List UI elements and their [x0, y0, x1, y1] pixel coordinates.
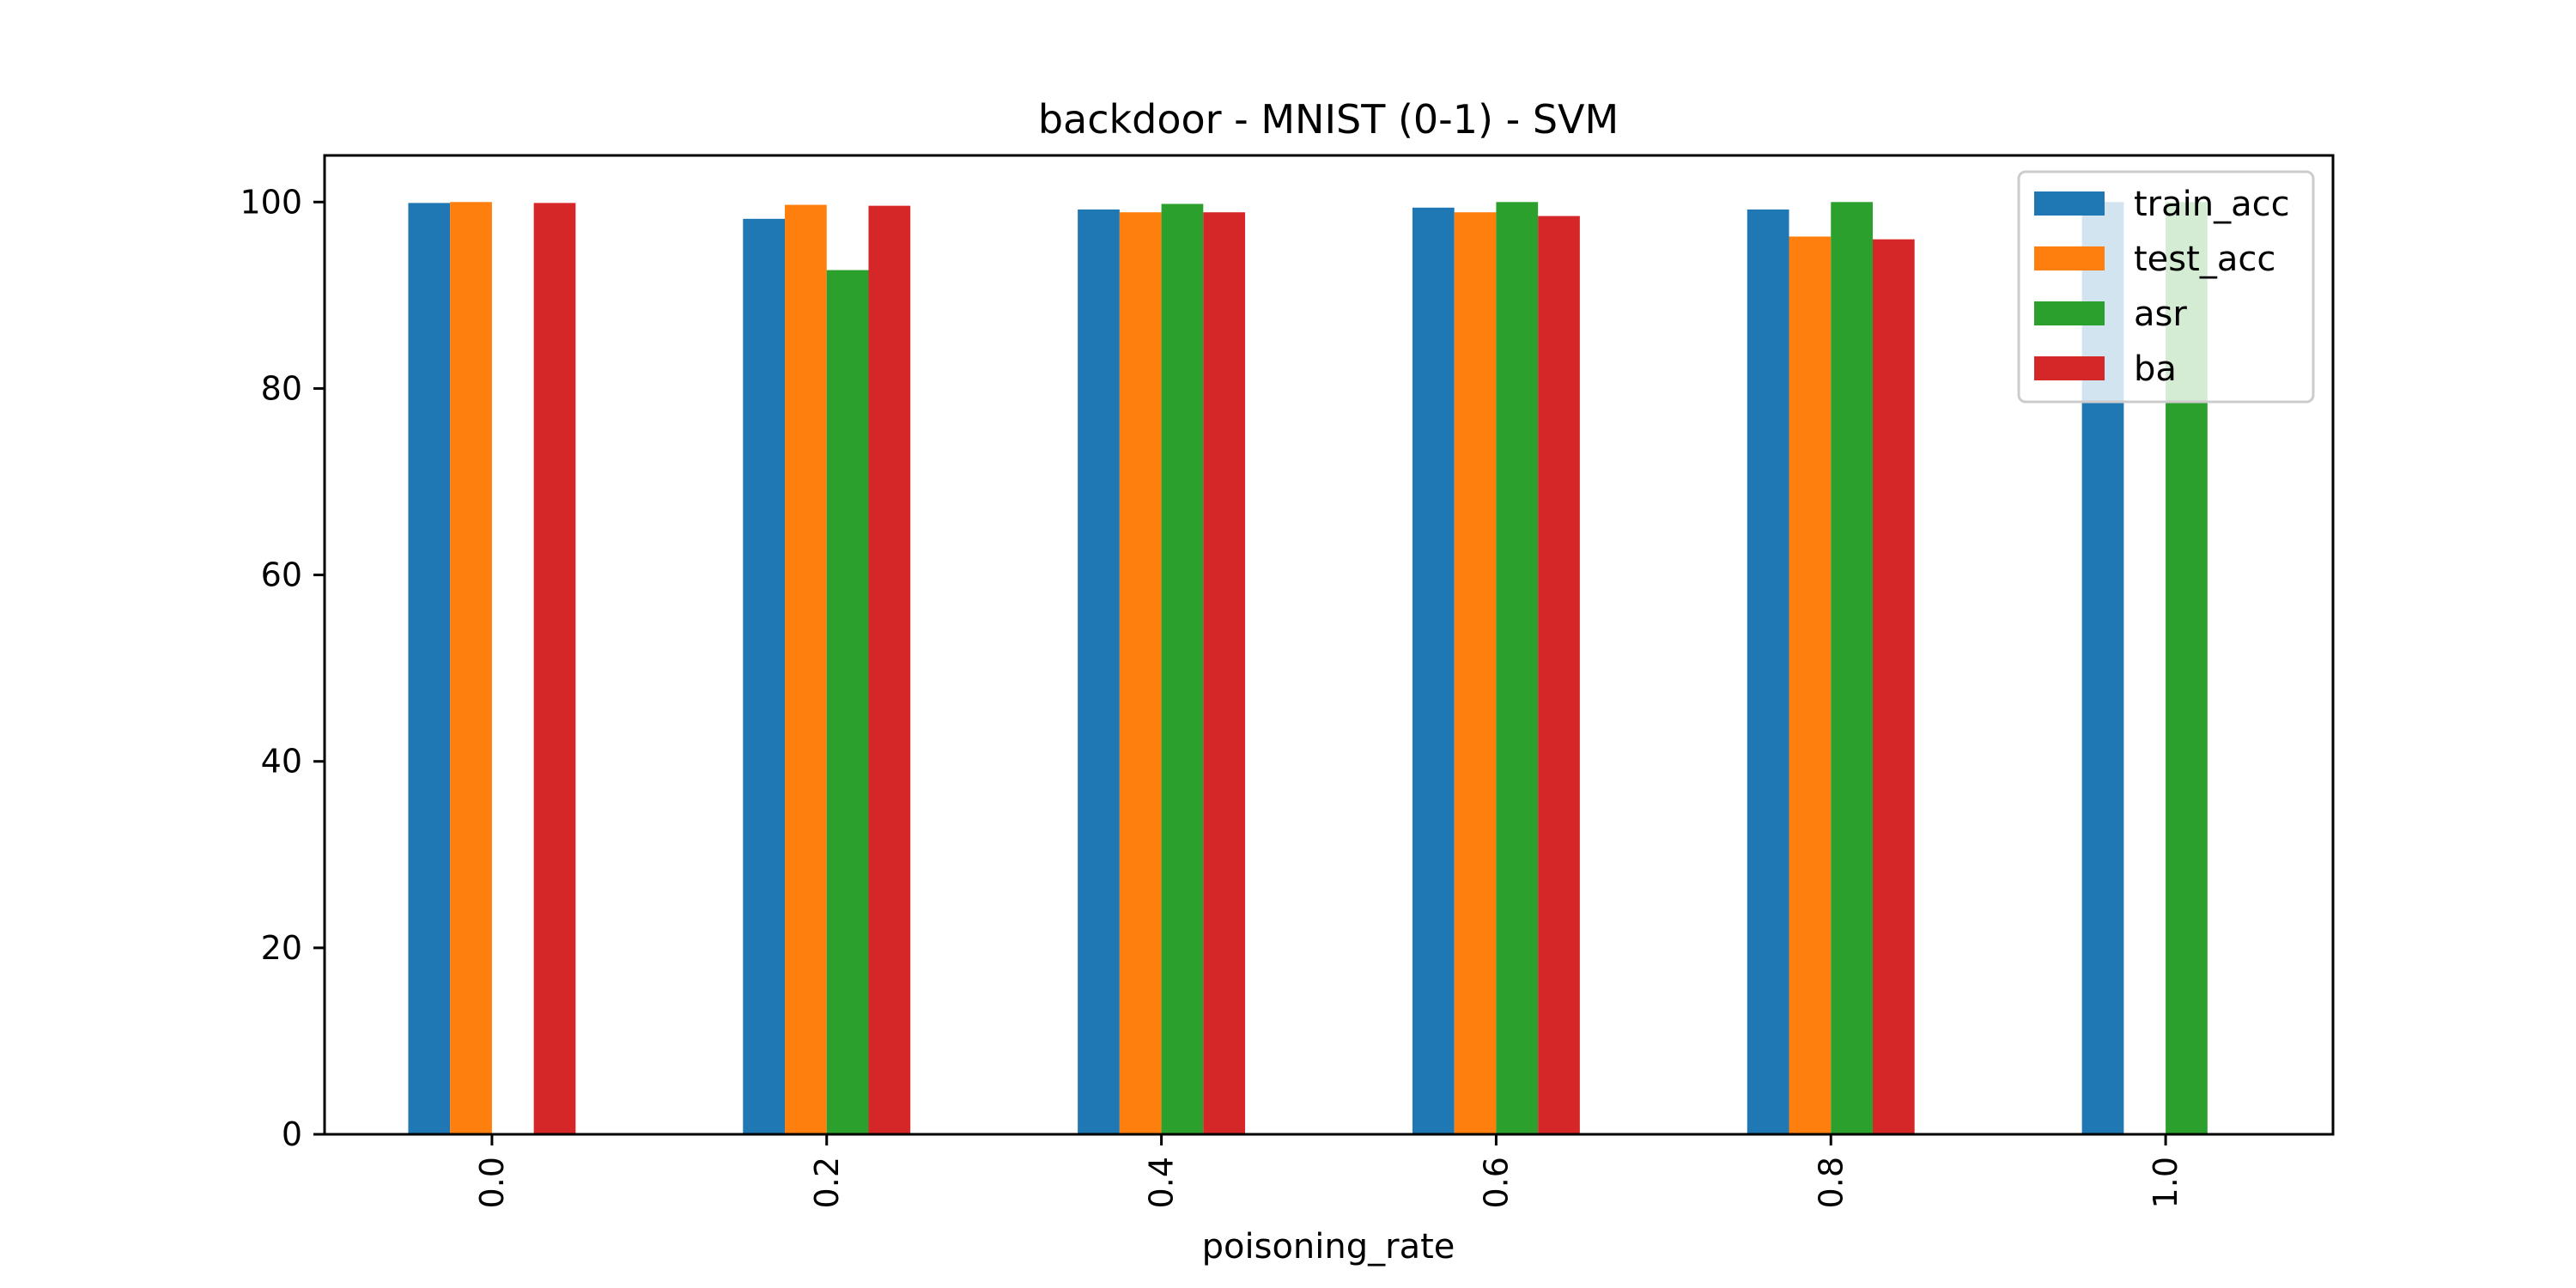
legend-swatch-asr [2034, 301, 2105, 325]
x-axis-label: poisoning_rate [1202, 1227, 1455, 1267]
y-tick-label: 0 [282, 1115, 302, 1153]
bar-train_acc-0.2 [743, 218, 786, 1134]
bar-ba-0.0 [533, 203, 576, 1134]
x-tick-label: 0.4 [1143, 1157, 1181, 1208]
legend-label-ba: ba [2134, 349, 2177, 389]
x-axis: 0.0 0.2 0.4 0.6 0.8 1.0 [473, 1134, 2184, 1208]
bar-asr-0.6 [1496, 202, 1539, 1134]
x-tick-label: 0.6 [1477, 1157, 1515, 1208]
bar-test_acc-0.2 [785, 204, 827, 1135]
legend-label-test_acc: test_acc [2134, 240, 2275, 279]
legend-label-train_acc: train_acc [2134, 185, 2290, 224]
bar-train_acc-0.4 [1078, 209, 1120, 1134]
legend-swatch-test_acc [2034, 246, 2105, 270]
bar-test_acc-0.4 [1119, 212, 1162, 1135]
y-tick-label: 60 [261, 556, 302, 594]
legend-box [2017, 170, 2315, 404]
bar-test_acc-0.8 [1789, 236, 1832, 1134]
bar-ba-0.4 [1203, 212, 1246, 1135]
legend-swatch-ba [2034, 356, 2105, 380]
x-tick-label: 0.0 [473, 1157, 511, 1208]
y-axis: 0 20 40 60 80 100 [240, 183, 325, 1153]
y-tick-label: 40 [261, 743, 302, 781]
plot-frame [323, 154, 2335, 1136]
bar-ba-0.2 [868, 205, 911, 1135]
y-tick-label: 20 [261, 929, 302, 967]
bar-ba-0.6 [1538, 216, 1580, 1135]
x-tick-label: 1.0 [2147, 1157, 2184, 1208]
legend-swatch-train_acc [2034, 191, 2105, 216]
y-tick-label: 80 [261, 369, 302, 407]
chart-title: backdoor - MNIST (0-1) - SVM [1038, 96, 1619, 143]
bar-train_acc-0.0 [408, 203, 451, 1134]
bar-train_acc-0.8 [1747, 209, 1789, 1134]
bar-ba-0.8 [1872, 239, 1915, 1134]
bar-test_acc-0.0 [450, 202, 492, 1134]
legend-label-asr: asr [2134, 295, 2187, 334]
x-tick-label: 0.2 [808, 1157, 846, 1208]
bar-train_acc-0.6 [1412, 207, 1455, 1134]
bars-group [408, 202, 2208, 1135]
bar-asr-0.2 [826, 270, 869, 1134]
x-tick-label: 0.8 [1812, 1157, 1850, 1208]
bar-test_acc-0.6 [1454, 212, 1497, 1135]
bar-asr-0.8 [1831, 202, 1873, 1134]
bar-asr-0.4 [1161, 204, 1204, 1134]
y-tick-label: 100 [240, 183, 302, 221]
